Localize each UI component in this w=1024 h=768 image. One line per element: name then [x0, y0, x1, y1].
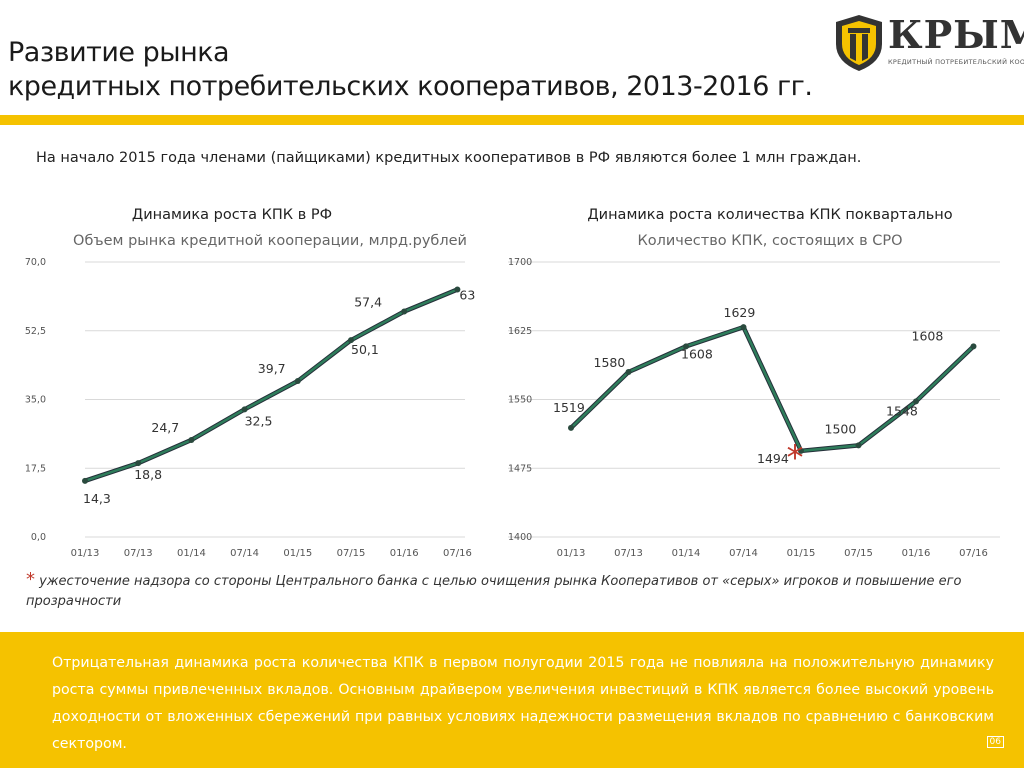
- chart-2-data-point: [913, 398, 919, 405]
- chart-1-data-label: 24,7: [151, 420, 179, 435]
- chart-1-data-label: 50,1: [351, 342, 379, 357]
- chart-2-data-label: 1608: [681, 346, 713, 361]
- chart-1-data-point: [294, 378, 301, 385]
- chart-2-data-label: 1580: [594, 355, 626, 370]
- chart-2-data-label: 1494: [757, 451, 789, 466]
- chart-2-data-point: [970, 343, 977, 350]
- chart-2-data-point: [740, 324, 747, 331]
- chart-1-data-point: [82, 477, 88, 484]
- title-line-1: Развитие рынка: [8, 37, 230, 68]
- chart-1-xtick-label: 01/14: [177, 548, 206, 559]
- chart-1-series-line-shadow: [84, 287, 459, 483]
- shield-icon: [836, 15, 882, 71]
- chart-2-data-point: [625, 369, 632, 375]
- chart-1-heading: Динамика роста КПК в РФ: [132, 207, 332, 223]
- chart-1-data-point: [454, 286, 461, 293]
- chart-2-annotation-star: *: [787, 438, 804, 478]
- chart-1-xtick-label: 01/15: [283, 548, 312, 559]
- chart-2-xtick-label: 01/14: [672, 548, 701, 559]
- chart-2-series-line: [570, 325, 975, 453]
- chart-1-xtick-label: 07/13: [124, 548, 153, 559]
- chart-1-xtick-label: 07/14: [230, 548, 259, 559]
- chart-1-data-point: [188, 436, 195, 443]
- chart-2-data-label: 1500: [825, 421, 857, 436]
- chart-2-data-label: 1548: [886, 403, 918, 418]
- chart-2-xtick-label: 01/13: [557, 548, 586, 559]
- chart-2-ytick-label: 1550: [508, 395, 532, 406]
- chart-1-xtick-label: 07/15: [337, 548, 366, 559]
- chart-2-xtick-label: 07/16: [959, 548, 988, 559]
- chart-2-xtick-label: 07/14: [729, 548, 758, 559]
- chart-2-data-label: 1608: [912, 328, 944, 343]
- page-number: 06: [986, 736, 1004, 748]
- chart-2-xtick-label: 01/15: [787, 548, 816, 559]
- chart-1-data-point: [241, 406, 248, 413]
- footnote-text: ужесточение надзора со стороны Центральн…: [26, 574, 962, 609]
- chart-1-data-label: 18,8: [134, 467, 162, 482]
- summary-text: Отрицательная динамика роста количества …: [52, 655, 994, 752]
- chart-2-ytick-label: 1625: [508, 326, 532, 337]
- logo-text: КРЫМ: [888, 12, 1024, 57]
- chart-2-xtick-label: 07/13: [614, 548, 643, 559]
- chart-2-ytick-label: 1400: [508, 532, 532, 543]
- chart-2-title: Количество КПК, состоящих в СРО: [637, 233, 902, 249]
- chart-1-data-label: 32,5: [245, 413, 273, 428]
- chart-1-xtick-label: 01/16: [390, 548, 419, 559]
- chart-2-data-point: [568, 424, 574, 431]
- chart-1-ytick-label: 17,5: [25, 463, 46, 474]
- chart-1-title: Объем рынка кредитной кооперации, млрд.р…: [73, 233, 467, 249]
- title-line-2: кредитных потребительских кооперативов, …: [8, 71, 813, 102]
- summary-panel: Отрицательная динамика роста количества …: [0, 632, 1024, 768]
- chart-1-ytick-label: 52,5: [25, 326, 46, 337]
- chart-1-data-label: 14,3: [83, 491, 111, 506]
- charts-area: Динамика роста КПК в РФ Объем рынка креди…: [25, 207, 1000, 559]
- chart-2-xtick-label: 07/15: [844, 548, 873, 559]
- footnote-star: *: [26, 569, 35, 590]
- logo: КРЫМ КРЕДИТНЫЙ ПОТРЕБИТЕЛЬСКИЙ КООПЕРАТИ…: [834, 12, 1024, 74]
- footnote: * ужесточение надзора со стороны Централ…: [26, 570, 1006, 612]
- chart-1-ytick-label: 0,0: [31, 532, 46, 543]
- chart-1-ytick-label: 35,0: [25, 395, 46, 406]
- chart-1-data-point: [135, 460, 142, 467]
- chart-2-xtick-label: 01/16: [902, 548, 931, 559]
- chart-1-data-point: [401, 308, 408, 315]
- intro-text: На начало 2015 года членами (пайщиками) …: [36, 150, 862, 166]
- chart-2-data-point: [683, 343, 689, 350]
- chart-1-data-label: 57,4: [354, 295, 382, 310]
- chart-2-data-label: 1519: [553, 400, 585, 415]
- chart-1-xtick-label: 01/13: [71, 548, 100, 559]
- chart-2-data-point: [798, 447, 804, 454]
- logo-subtitle: КРЕДИТНЫЙ ПОТРЕБИТЕЛЬСКИЙ КООПЕРАТИВ: [888, 58, 1024, 66]
- chart-2-heading: Динамика роста количества КПК покварталь…: [587, 207, 952, 223]
- chart-2-ytick-label: 1475: [508, 463, 532, 474]
- chart-2-data-label: 1629: [724, 305, 756, 320]
- chart-2-ytick-label: 1700: [508, 257, 532, 268]
- chart-1-data-point: [348, 337, 354, 344]
- chart-2-data-point: [855, 442, 862, 449]
- chart-1-series-line: [84, 288, 458, 483]
- chart-1-ytick-label: 70,0: [25, 257, 46, 268]
- chart-1-data-label: 63: [459, 288, 475, 303]
- chart-1-data-label: 39,7: [258, 361, 286, 376]
- page-title: Развитие рынка кредитных потребительских…: [8, 36, 813, 104]
- chart-1-xtick-label: 07/16: [443, 548, 472, 559]
- header-divider: [0, 115, 1024, 125]
